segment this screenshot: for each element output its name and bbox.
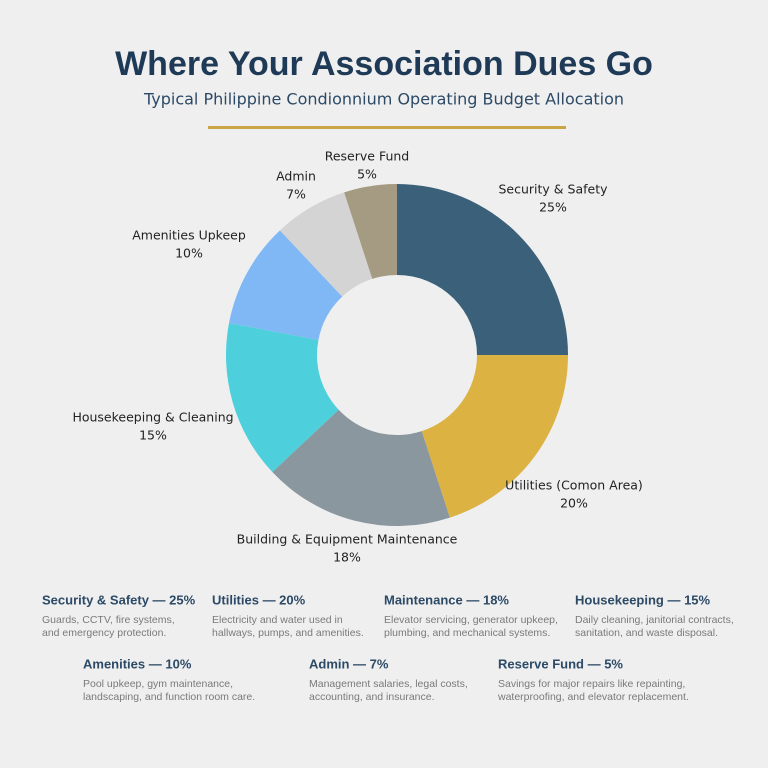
legend-heading: Amenities — 10% <box>83 656 192 671</box>
slice-label: Reserve Fund <box>325 149 410 164</box>
slice-value-label: 7% <box>286 187 306 202</box>
legend-heading: Maintenance — 18% <box>384 592 509 607</box>
slice-value-label: 10% <box>175 246 203 261</box>
slice-value-label: 15% <box>139 428 167 443</box>
slice-value-label: 5% <box>357 167 377 182</box>
legend-description: Daily cleaning, janitorial contracts, <box>575 614 734 626</box>
legend-heading: Admin — 7% <box>309 656 389 671</box>
legend-description: Electricity and water used in <box>212 614 343 626</box>
donut-slice <box>279 192 373 297</box>
slice-label: Admin <box>276 169 316 184</box>
chart-title: Where Your Association Dues Go <box>115 45 653 83</box>
legend-description: accounting, and insurance. <box>309 691 435 703</box>
donut-slice <box>344 184 397 279</box>
donut-slice <box>421 355 569 518</box>
legend-description: hallways, pumps, and amenities. <box>212 627 364 639</box>
slice-label: Amenities Upkeep <box>132 228 246 243</box>
donut-slice <box>397 184 568 355</box>
legend-description: plumbing, and mechanical systems. <box>384 627 550 639</box>
chart-subtitle: Typical Philippine Condionnium Operating… <box>143 90 624 109</box>
slice-label: Utilities (Comon Area) <box>505 478 643 493</box>
legend-description: Guards, CCTV, fire systems, <box>42 614 175 626</box>
divider <box>208 126 566 129</box>
legend-description: Pool upkeep, gym maintenance, <box>83 678 233 690</box>
legend-description: Savings for major repairs like repaintin… <box>498 678 685 690</box>
legend-description: Elevator servicing, generator upkeep, <box>384 614 558 626</box>
donut-slice <box>226 322 339 473</box>
legend-description: waterproofing, and elevator replacement. <box>497 691 689 703</box>
slice-label: Building & Equipment Maintenance <box>237 532 458 547</box>
legend-heading: Utilities — 20% <box>212 592 306 607</box>
legend-description: Management salaries, legal costs, <box>309 678 468 690</box>
legend-heading: Housekeeping — 15% <box>575 592 711 607</box>
legend-description: and emergency protection. <box>42 627 166 639</box>
legend-description: sanitation, and waste disposal. <box>575 627 718 639</box>
slice-value-label: 18% <box>333 550 361 565</box>
legend-description: landscaping, and function room care. <box>83 691 255 703</box>
slice-label: Security & Safety <box>498 182 608 197</box>
slice-label: Housekeeping & Cleaning <box>72 410 233 425</box>
donut-slice <box>229 230 343 341</box>
slice-value-label: 25% <box>539 200 567 215</box>
legend-heading: Reserve Fund — 5% <box>498 656 623 671</box>
legend-heading: Security & Safety — 25% <box>42 592 196 607</box>
donut-slice <box>272 409 450 527</box>
slice-value-label: 20% <box>560 496 588 511</box>
